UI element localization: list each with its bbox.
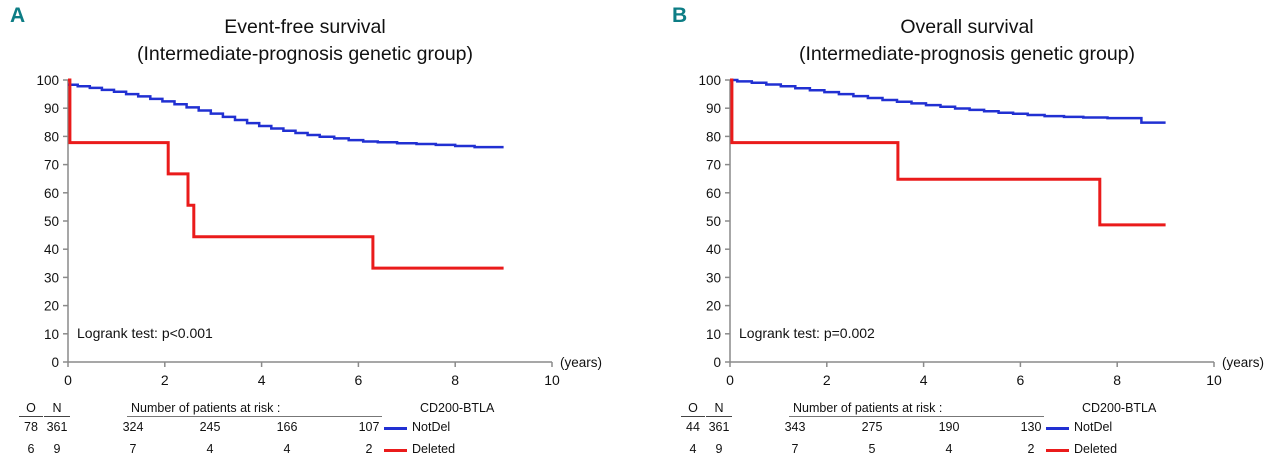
at-risk-value: 275: [861, 420, 883, 434]
at-risk-value: 107: [358, 420, 380, 434]
notdel-line-swatch: [1046, 427, 1069, 430]
legend-title: CD200-BTLA: [1082, 401, 1157, 415]
at-risk-value: 2: [365, 442, 373, 456]
deleted-line-swatch: [1046, 449, 1069, 452]
y-tick-label: 100: [36, 73, 59, 88]
panel-overall-survival: B Overall survival (Intermediate-prognosi…: [662, 0, 1280, 465]
at-risk-value: 4: [283, 442, 291, 456]
at-risk-value: 190: [938, 420, 960, 434]
y-tick-label: 20: [44, 299, 59, 314]
x-tick-label: 2: [161, 372, 169, 388]
x-axis-unit-label: (years): [1222, 355, 1264, 370]
observed-events-header: O: [681, 401, 705, 417]
panel-event-free-survival: A Event-free survival (Intermediate-progn…: [10, 4, 602, 456]
events-deleted: 4: [689, 442, 697, 456]
at-risk-value: 7: [791, 442, 799, 456]
y-tick-label: 0: [713, 355, 721, 370]
chart-subtitle: (Intermediate-prognosis genetic group): [137, 43, 473, 65]
series-curve-deleted: [68, 78, 504, 270]
at-risk-value: 2: [1027, 442, 1035, 456]
at-risk-value: 166: [276, 420, 298, 434]
logrank-annotation: Logrank test: p<0.001: [77, 325, 213, 341]
n-total-header: N: [44, 401, 70, 417]
x-tick-label: 6: [1017, 372, 1025, 388]
y-tick-label: 50: [44, 214, 59, 229]
y-tick-label: 50: [706, 214, 721, 229]
x-tick-label: 0: [64, 372, 72, 388]
total-deleted: 9: [53, 442, 61, 456]
panel-label-a: A: [10, 4, 26, 27]
y-tick-label: 40: [706, 242, 721, 257]
chart-title: Event-free survival: [224, 16, 385, 38]
series-curve-deleted: [730, 78, 1166, 227]
at-risk-value: 4: [206, 442, 214, 456]
legend-item-notdel: NotDel: [1074, 420, 1113, 434]
events-notdel: 78: [24, 420, 38, 434]
x-tick-label: 4: [920, 372, 928, 388]
at-risk-value: 5: [868, 442, 876, 456]
y-tick-label: 30: [706, 270, 721, 285]
at-risk-value: 245: [199, 420, 221, 434]
y-tick-label: 70: [44, 158, 59, 173]
patients-at-risk-header: Number of patients at risk :: [789, 401, 1044, 417]
x-tick-label: 2: [823, 372, 831, 388]
legend-item-deleted: Deleted: [412, 442, 456, 456]
legend-item-deleted: Deleted: [1074, 442, 1118, 456]
panel-label-b: B: [672, 4, 688, 27]
y-tick-label: 10: [706, 327, 721, 342]
y-tick-label: 90: [44, 101, 59, 116]
series-curve-notdel: [730, 78, 1166, 124]
y-tick-label: 0: [51, 355, 59, 370]
events-notdel: 44: [686, 420, 700, 434]
x-tick-label: 10: [544, 372, 560, 388]
chart-title: Overall survival: [900, 16, 1033, 38]
y-tick-label: 40: [44, 242, 59, 257]
at-risk-value: 4: [945, 442, 953, 456]
event-free-survival-chart: Event-free survival (Intermediate-prognos…: [36, 16, 602, 388]
y-tick-label: 80: [706, 129, 721, 144]
y-tick-label: 60: [44, 186, 59, 201]
observed-events-header: O: [19, 401, 43, 417]
y-tick-label: 20: [706, 299, 721, 314]
at-risk-value: 130: [1020, 420, 1042, 434]
chart-subtitle: (Intermediate-prognosis genetic group): [799, 43, 1135, 65]
x-tick-label: 0: [726, 372, 734, 388]
logrank-annotation: Logrank test: p=0.002: [739, 325, 875, 341]
at-risk-value: 343: [784, 420, 806, 434]
notdel-line-swatch: [384, 427, 407, 430]
y-tick-label: 90: [706, 101, 721, 116]
series-curve-notdel: [68, 83, 504, 149]
patients-at-risk-header: Number of patients at risk :: [127, 401, 382, 417]
at-risk-value: 7: [129, 442, 137, 456]
y-tick-label: 70: [706, 158, 721, 173]
x-axis-unit-label: (years): [560, 355, 602, 370]
events-deleted: 6: [27, 442, 35, 456]
legend-title: CD200-BTLA: [420, 401, 495, 415]
x-tick-label: 8: [1113, 372, 1121, 388]
y-tick-label: 10: [44, 327, 59, 342]
deleted-line-swatch: [384, 449, 407, 452]
total-deleted: 9: [715, 442, 723, 456]
y-tick-label: 30: [44, 270, 59, 285]
y-tick-label: 100: [698, 73, 721, 88]
at-risk-value: 324: [122, 420, 144, 434]
total-notdel: 361: [708, 420, 730, 434]
legend-item-notdel: NotDel: [412, 420, 451, 434]
overall-survival-chart: Overall survival (Intermediate-prognosis …: [698, 16, 1264, 388]
total-notdel: 361: [46, 420, 68, 434]
x-tick-label: 6: [355, 372, 363, 388]
y-tick-label: 60: [706, 186, 721, 201]
x-tick-label: 10: [1206, 372, 1222, 388]
y-tick-label: 80: [44, 129, 59, 144]
x-tick-label: 4: [258, 372, 266, 388]
n-total-header: N: [706, 401, 732, 417]
x-tick-label: 8: [451, 372, 459, 388]
